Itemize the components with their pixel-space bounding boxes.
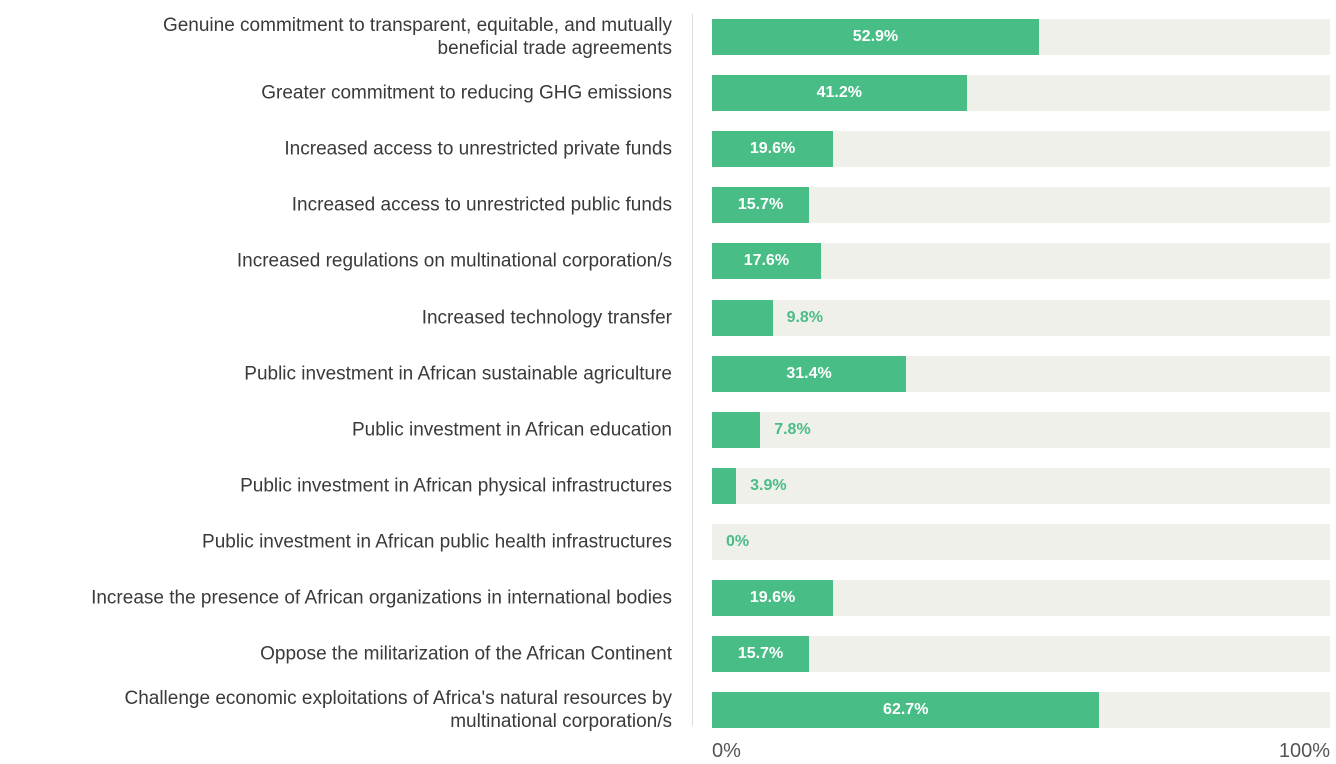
- value-label: 15.7%: [737, 645, 784, 663]
- bar: [712, 467, 737, 504]
- value-label: 62.7%: [883, 701, 929, 719]
- value-label: 7.8%: [774, 420, 811, 438]
- bar: [712, 187, 810, 224]
- category-label: Public investment in African physical in…: [240, 475, 672, 497]
- value-label: 17.6%: [743, 252, 790, 270]
- value-label: 41.2%: [816, 84, 862, 102]
- category-label: Increase the presence of African organiz…: [91, 587, 672, 609]
- category-label: Increased technology transfer: [421, 307, 672, 328]
- bar: [712, 580, 834, 616]
- bar-track: [712, 636, 1330, 673]
- category-label: Public investment in African education: [351, 419, 672, 441]
- value-label: 3.9%: [750, 476, 787, 494]
- category-label: Genuine commitment to transparent, equit…: [162, 15, 672, 59]
- x-tick-label: 100%: [1278, 740, 1330, 762]
- bar-track: [712, 299, 1330, 336]
- value-label: 15.7%: [737, 196, 784, 214]
- category-label: Public investment in African public heal…: [202, 531, 672, 553]
- bar-track: [712, 467, 1330, 504]
- value-label: 52.9%: [852, 28, 899, 45]
- category-label: Increased access to unrestricted public …: [291, 194, 672, 216]
- category-label: Challenge economic exploitations of Afri…: [124, 688, 672, 733]
- category-label: Public investment in African sustainable…: [244, 363, 672, 385]
- value-label: 19.6%: [749, 589, 796, 606]
- axis-line: [692, 14, 693, 726]
- value-label: 19.6%: [749, 140, 796, 158]
- bar: [712, 355, 907, 392]
- category-label: Increased access to unrestricted private…: [284, 138, 672, 160]
- bar: [712, 411, 761, 448]
- bar: [712, 243, 821, 280]
- bar: [712, 636, 810, 673]
- category-label: Increased regulations on multinational c…: [236, 250, 672, 272]
- value-label: 31.4%: [786, 364, 832, 382]
- category-label: Oppose the militarization of the African…: [260, 643, 672, 665]
- bar: [712, 299, 773, 336]
- category-label: Greater commitment to reducing GHG emiss…: [261, 82, 672, 104]
- bar-track: [712, 523, 1330, 560]
- bar: [712, 692, 1100, 729]
- bar: [712, 131, 834, 168]
- value-label: 9.8%: [786, 308, 824, 326]
- x-tick-label: 0%: [712, 740, 741, 762]
- bar-track: [712, 411, 1330, 448]
- bar: [712, 19, 1039, 55]
- value-label: 0%: [726, 532, 750, 550]
- bar-track: [712, 187, 1330, 224]
- bar: [712, 75, 967, 112]
